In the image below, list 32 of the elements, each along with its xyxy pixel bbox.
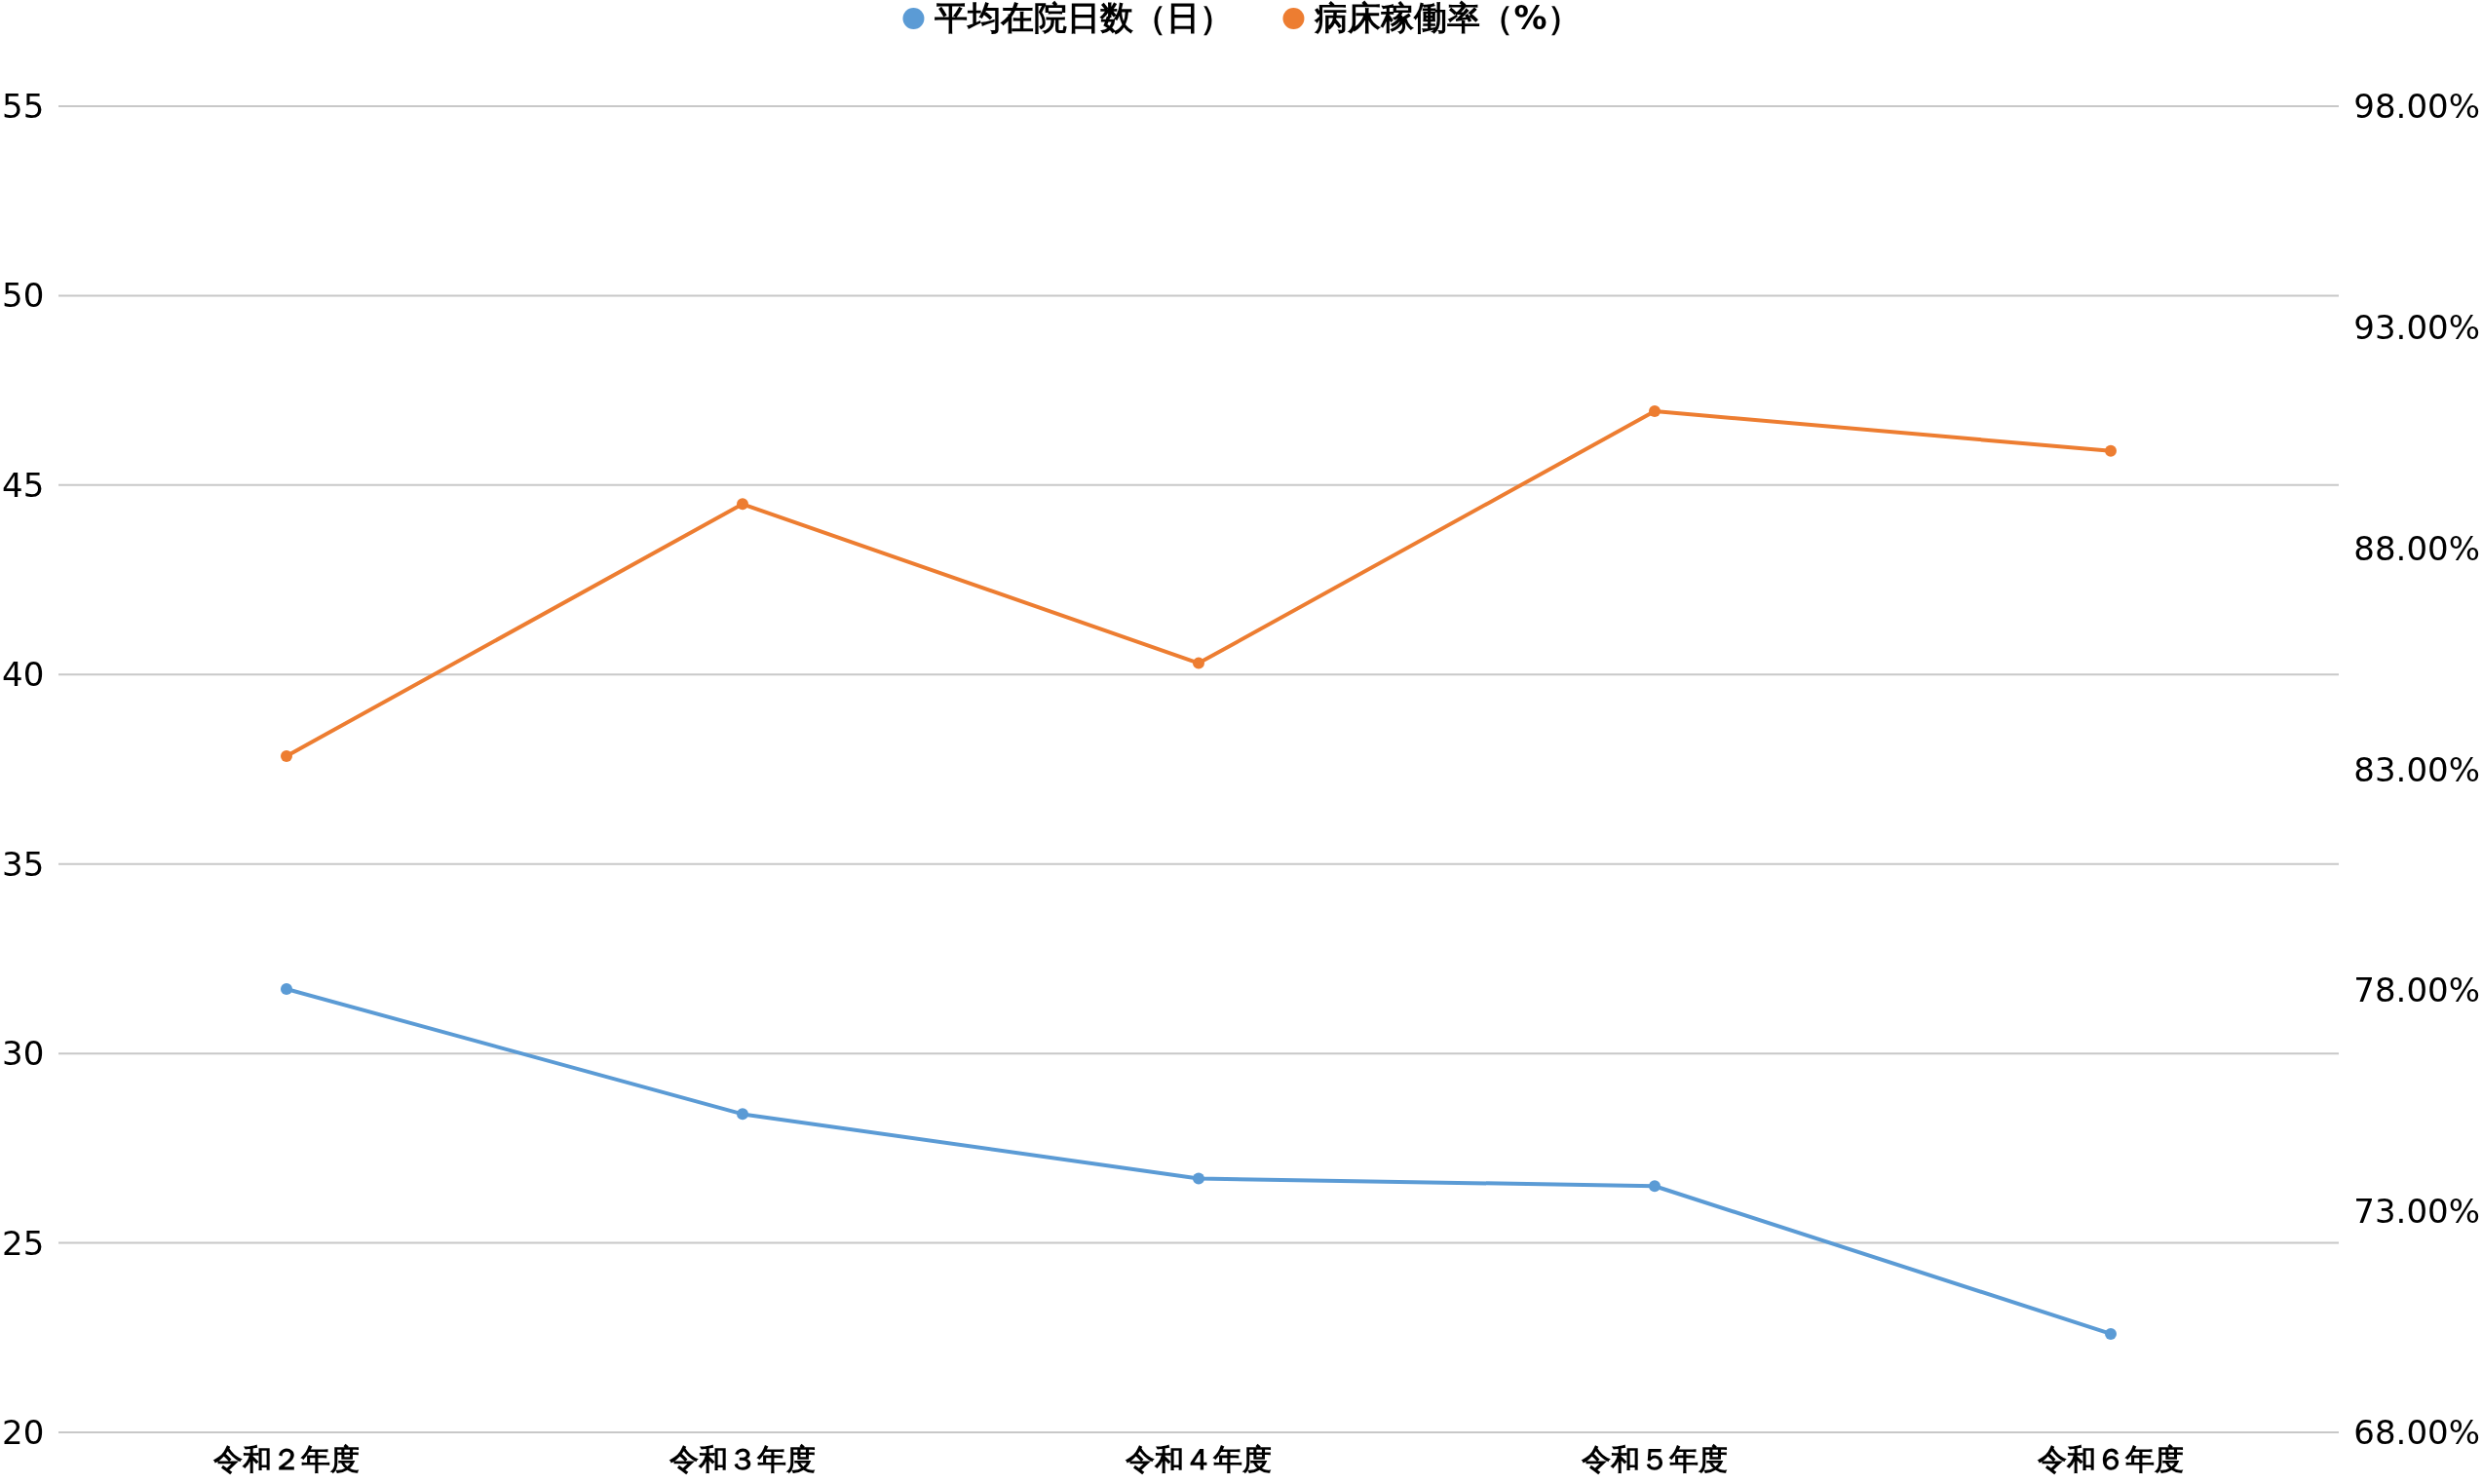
y-tick-label: 50 [2,276,45,316]
point [1193,657,1204,669]
y-tick-label: 55 [2,87,45,126]
point [281,983,292,996]
legend-label: 病床稼働率（%） [1314,0,1581,37]
y2-tick-label: 83.00% [2353,749,2480,789]
y-tick-label: 30 [2,1034,45,1074]
y-tick-label: 40 [2,655,45,695]
point [737,1108,748,1121]
y2-tick-label: 68.00% [2353,1413,2480,1452]
y-tick-label: 35 [2,844,45,884]
point [2105,1327,2117,1340]
x-tick-label: 令和３年度 [668,1442,816,1476]
x-tick-label: 令和６年度 [2037,1442,2184,1476]
y2-tick-label: 98.00% [2353,87,2480,126]
x-tick-label: 令和２年度 [212,1442,360,1476]
y2-tick-label: 73.00% [2353,1192,2480,1232]
legend-label: 平均在院日数（日） [934,0,1234,37]
x-tick-label: 令和４年度 [1125,1442,1272,1476]
y-tick-label: 45 [2,465,45,505]
point [737,498,748,511]
point [1193,1172,1204,1185]
y-tick-label: 20 [2,1413,45,1452]
y2-tick-label: 78.00% [2353,970,2480,1010]
point [1649,405,1661,418]
point [2105,444,2117,457]
point [281,749,292,762]
point [1649,1180,1661,1193]
x-tick-label: 令和５年度 [1581,1442,1728,1476]
y2-tick-label: 88.00% [2353,528,2480,568]
y2-tick-label: 93.00% [2353,307,2480,347]
y-tick-label: 25 [2,1223,45,1263]
